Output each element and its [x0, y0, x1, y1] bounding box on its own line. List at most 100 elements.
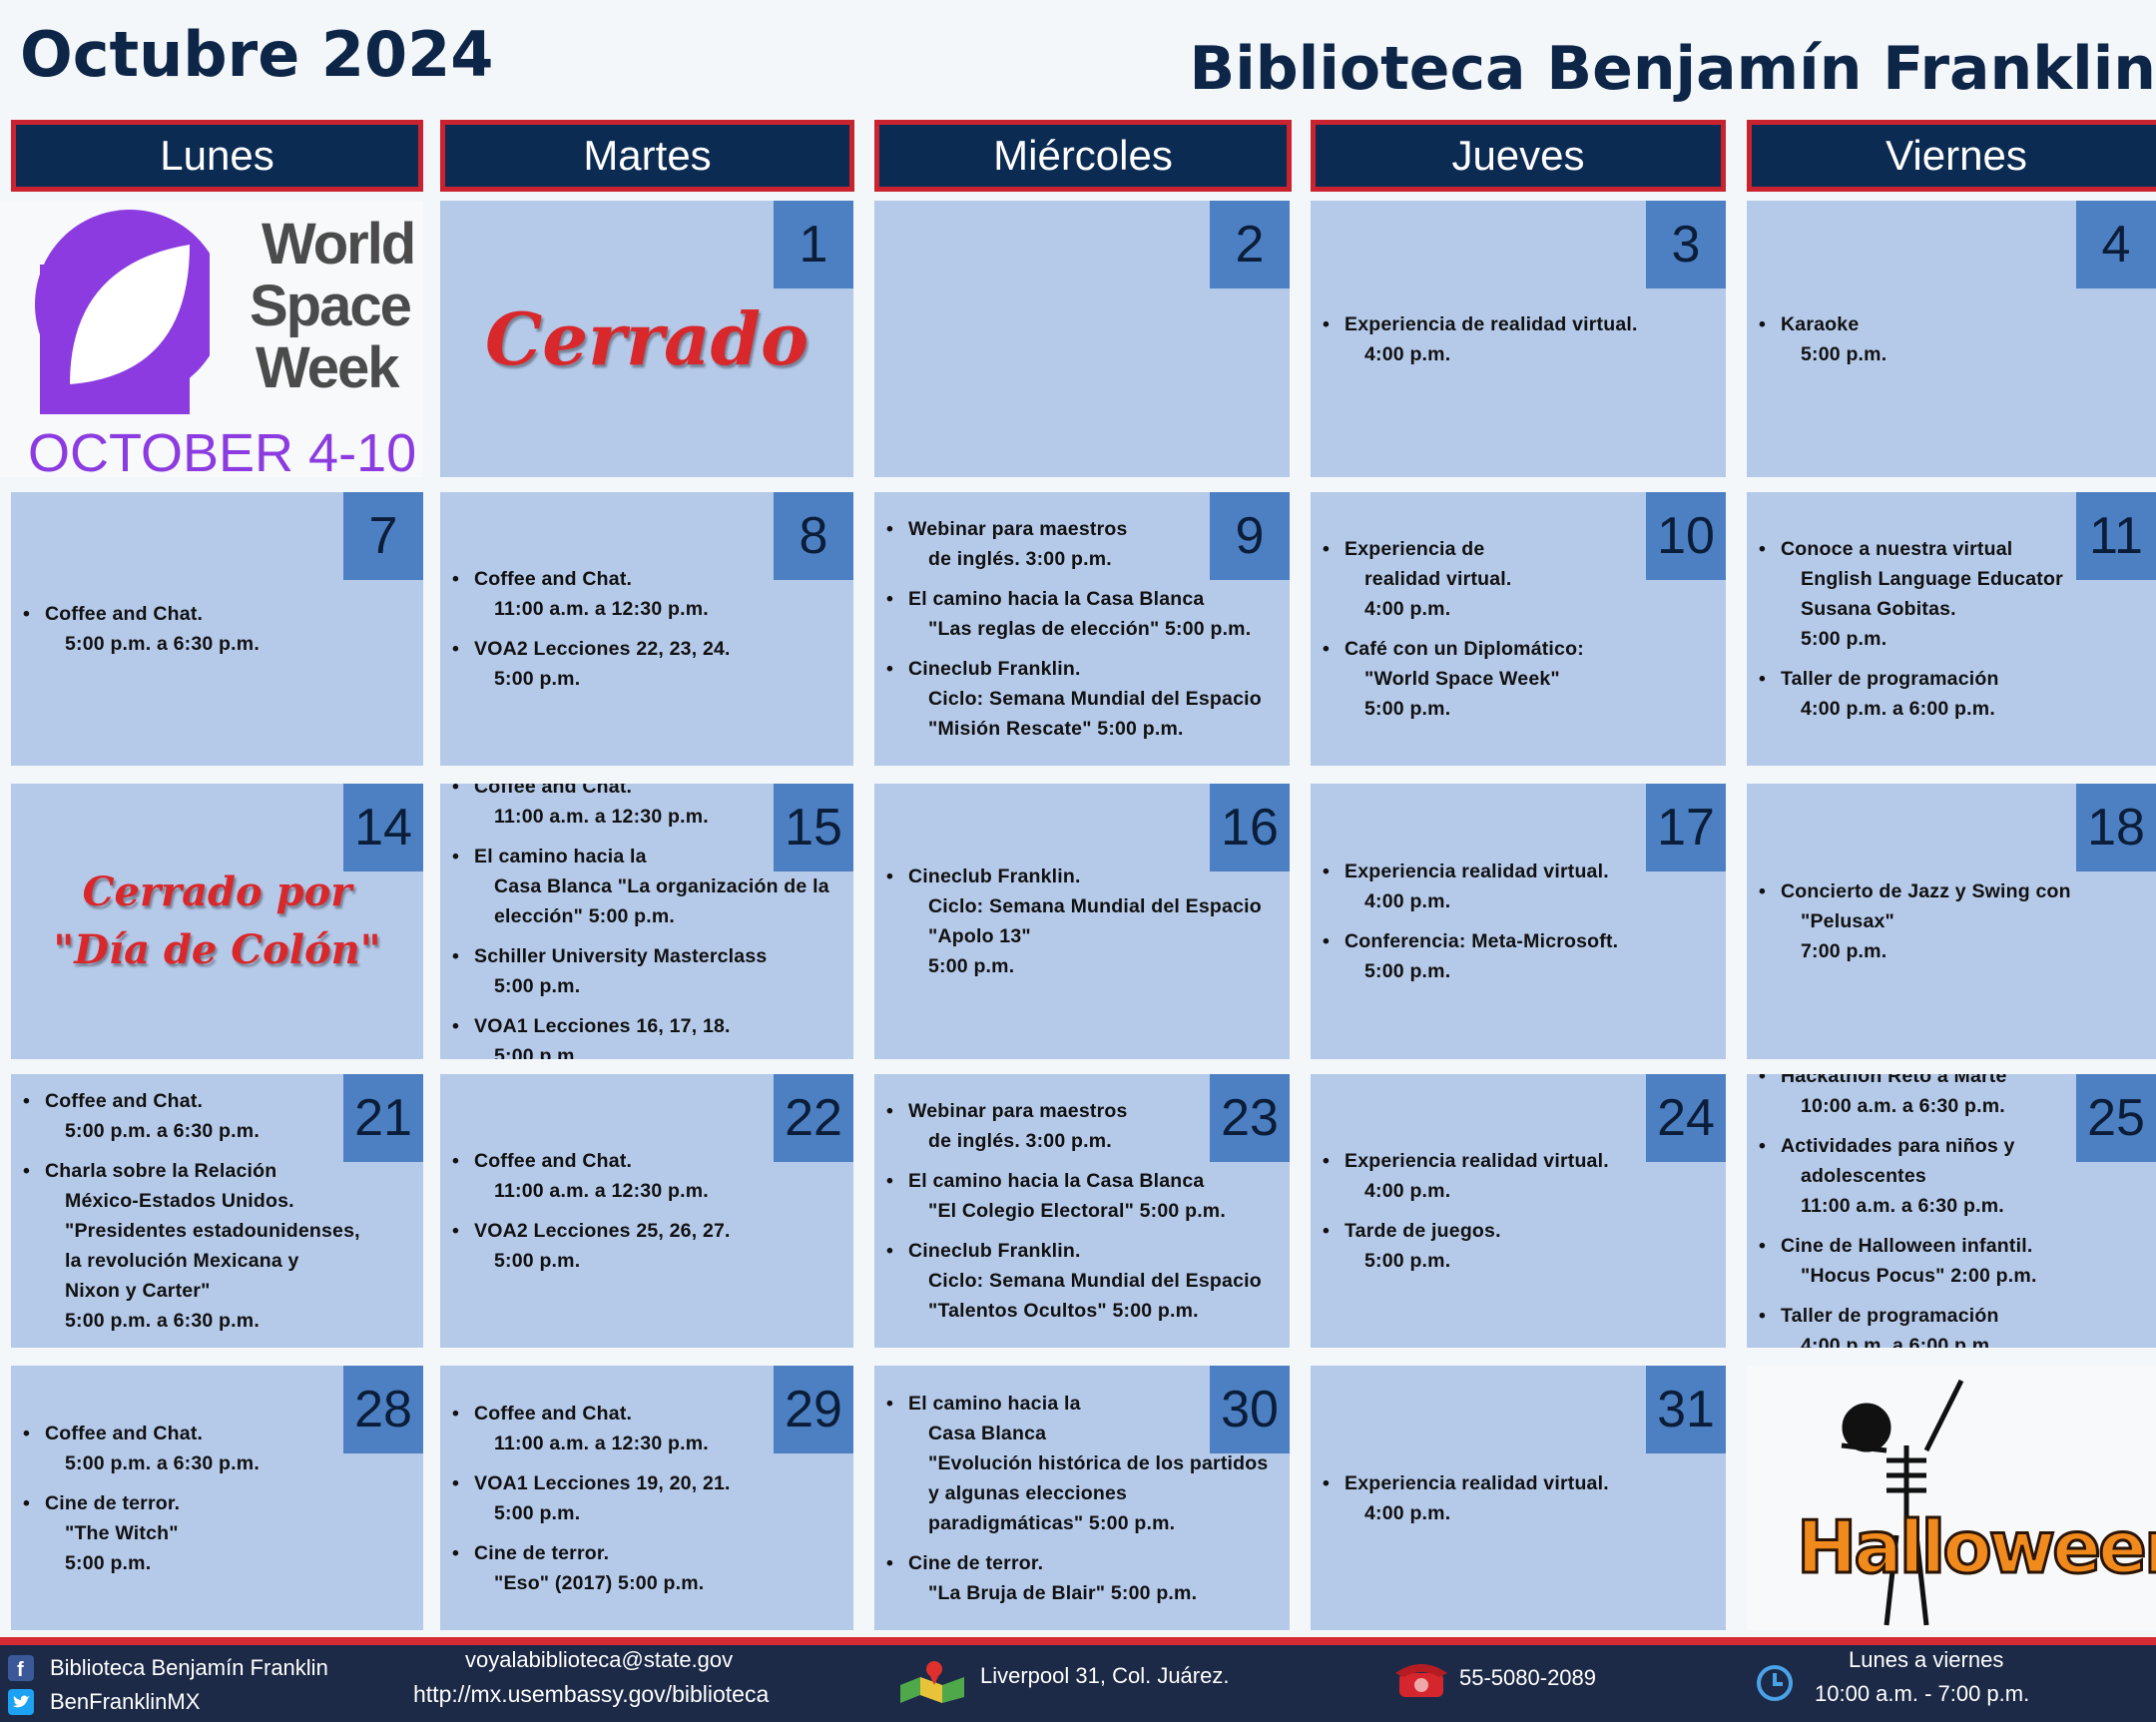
event-line: Conoce a nuestra virtual: [1781, 538, 2013, 560]
event-line: Taller de programación: [1781, 668, 1999, 690]
event-line: 4:00 p.m.: [1364, 1501, 1451, 1524]
event-line: 4:00 p.m. a 6:00 p.m.: [1801, 698, 1995, 720]
event-line: Susana Gobitas.: [1801, 598, 1956, 620]
event: Schiller University Masterclass 5:00 p.m.: [452, 941, 847, 1001]
event-list: Experiencia de realidad virtual. 4:00 p.m…: [1311, 201, 1726, 477]
day-cell: Experiencia realidad virtual. 4:00 p.m. Co…: [1311, 784, 1726, 1059]
day-number: 29: [774, 1366, 853, 1453]
event-list: Karaoke 5:00 p.m.: [1747, 201, 2156, 477]
event: Taller de programación 4:00 p.m. a 6:00 p…: [1759, 664, 2150, 724]
event: Experiencia realidad virtual. 4:00 p.m.: [1323, 1468, 1720, 1528]
day-cell: Coffee and Chat. 5:00 p.m. a 6:30 p.m. 7: [11, 492, 423, 766]
event: Cine de terror. "The Witch" 5:00 p.m.: [23, 1488, 417, 1578]
event-line: Cine de terror.: [45, 1491, 181, 1514]
event-line: Coffee and Chat.: [45, 603, 204, 625]
event-list: El camino hacia la Casa Blanca "Evolución …: [874, 1366, 1290, 1630]
event-list: Coffee and Chat. 11:00 a.m. a 12:30 p.m. V…: [440, 492, 853, 766]
event-line: "The Witch": [65, 1521, 179, 1544]
event-line: Coffee and Chat.: [474, 1150, 633, 1172]
event-line: Webinar para maestros: [908, 1100, 1128, 1122]
event-line: 5:00 p.m.: [1364, 960, 1451, 982]
event-line: "Misión Rescate" 5:00 p.m.: [928, 718, 1184, 740]
event-line: 4:00 p.m.: [1364, 342, 1451, 365]
event-line: VOA2 Lecciones 22, 23, 24.: [474, 638, 731, 660]
event-line: Conferencia: Meta-Microsoft.: [1345, 930, 1619, 952]
event-line: "La Bruja de Blair" 5:00 p.m.: [928, 1581, 1198, 1604]
event: Webinar para maestros de inglés. 3:00 p.m…: [886, 514, 1284, 574]
day-cell: Cerrado 1: [440, 201, 853, 477]
event-line: 10:00 a.m. a 6:30 p.m.: [1801, 1095, 2005, 1117]
event-line: El camino hacia la Casa Blanca: [908, 1170, 1205, 1192]
event-line: "Presidentes estadounidenses,: [65, 1220, 360, 1242]
event-list: Experiencia realidad virtual. 4:00 p.m.: [1311, 1366, 1726, 1630]
event: Karaoke 5:00 p.m.: [1759, 309, 2150, 369]
event-line: English Language Educator: [1801, 568, 2063, 590]
event-list: Coffee and Chat.5:00 p.m. a 6:30 p.m.Cha…: [11, 1074, 423, 1348]
event-line: 4:00 p.m. a 6:00 p.m.: [1801, 1335, 1995, 1348]
day-number: 21: [343, 1074, 423, 1162]
event: Experiencia realidad virtual. 4:00 p.m.: [1323, 857, 1720, 916]
svg-text:f: f: [17, 1659, 24, 1681]
facebook-text: Biblioteca Benjamín Franklin: [50, 1655, 328, 1680]
event-line: "Hocus Pocus" 2:00 p.m.: [1801, 1265, 2037, 1287]
event-line: 5:00 p.m.: [494, 975, 581, 997]
event-line: Coffee and Chat.: [474, 1402, 633, 1425]
event-line: Taller de programación: [1781, 1305, 1999, 1327]
weekday-header: Lunes: [11, 120, 423, 192]
weekday-header: Miércoles: [874, 120, 1292, 192]
email: voyalabiblioteca@state.gov: [465, 1647, 734, 1672]
weekday-header: Martes: [440, 120, 854, 192]
day-number: 14: [343, 784, 423, 871]
day-cell: Coffee and Chat. 11:00 a.m. a 12:30 p.m. V…: [440, 492, 853, 766]
event-list: Webinar para maestros de inglés. 3:00 p.m…: [874, 492, 1290, 766]
footer: f Biblioteca Benjamín Franklin BenFrankl…: [0, 1637, 2156, 1722]
day-number: 3: [1646, 201, 1726, 288]
day-number: 28: [343, 1366, 423, 1453]
event-line: 7:00 p.m.: [1801, 940, 1887, 962]
event-line: 11:00 a.m. a 6:30 p.m.: [1801, 1195, 2004, 1217]
closed-note: Cerrado por "Día de Colón": [11, 784, 423, 1059]
event-line: VOA1 Lecciones 19, 20, 21.: [474, 1471, 731, 1494]
event: Charla sobre la Relación México-Estados U…: [23, 1156, 417, 1336]
day-number: 17: [1646, 784, 1726, 871]
event: VOA1 Lecciones 16, 17, 18. 5:00 p.m.: [452, 1011, 847, 1059]
event: Hackathon Reto a Marte 10:00 a.m. a 6:30 …: [1759, 1074, 2150, 1121]
event-line: 5:00 p.m.: [1364, 698, 1451, 720]
facebook-icon: f: [8, 1655, 34, 1681]
event-line: Café con un Diplomático:: [1345, 638, 1584, 660]
event-list: Hackathon Reto a Marte 10:00 a.m. a 6:30 …: [1747, 1074, 2156, 1348]
skeleton: [1841, 1379, 1964, 1626]
event: Coffee and Chat. 11:00 a.m. a 12:30 p.m.: [452, 1399, 847, 1458]
event-line: Hackathon Reto a Marte: [1781, 1074, 2007, 1087]
event-line: Tarde de juegos.: [1345, 1220, 1501, 1242]
event-line: Coffee and Chat.: [474, 784, 633, 798]
closed-note-line: Cerrado: [485, 295, 808, 381]
twitter-text: BenFranklinMX: [50, 1689, 201, 1714]
address: Liverpool 31, Col. Juárez.: [980, 1663, 1230, 1688]
event-list: Coffee and Chat. 5:00 p.m. a 6:30 p.m.: [11, 492, 423, 766]
event-line: 4:00 p.m.: [1364, 890, 1451, 912]
event: Experiencia realidad virtual. 4:00 p.m.: [1323, 1146, 1720, 1206]
promo-line: World: [262, 212, 416, 277]
event-line: El camino hacia la Casa Blanca: [908, 588, 1205, 610]
day-cell: Coffee and Chat. 11:00 a.m. a 12:30 p.m. E…: [440, 784, 853, 1059]
event-line: adolescentes: [1801, 1165, 1926, 1187]
event: Cine de Halloween infantil. "Hocus Pocus"…: [1759, 1231, 2150, 1291]
event-line: "World Space Week": [1364, 668, 1560, 690]
event: El camino hacia la Casa Blanca "El Colegi…: [886, 1166, 1284, 1226]
event: El camino hacia la Casa Blanca "Evolución …: [886, 1389, 1284, 1538]
day-number: 31: [1646, 1366, 1726, 1453]
event-line: Coffee and Chat.: [45, 1422, 204, 1444]
event: Cineclub Franklin. Ciclo: Semana Mundial …: [886, 654, 1284, 744]
event-list: Coffee and Chat. 11:00 a.m. a 12:30 p.m. E…: [440, 784, 853, 1059]
event-line: Karaoke: [1781, 312, 1860, 335]
event: El camino hacia la Casa Blanca "Las regla…: [886, 584, 1284, 644]
event: Conferencia: Meta-Microsoft. 5:00 p.m.: [1323, 926, 1720, 986]
event-line: 5:00 p.m.: [1801, 628, 1887, 650]
event-line: "Apolo 13": [928, 925, 1031, 947]
event-line: Actividades para niños y: [1781, 1135, 2015, 1157]
event-line: Cine de terror.: [908, 1551, 1044, 1574]
event: Coffee and Chat. 11:00 a.m. a 12:30 p.m.: [452, 1146, 847, 1206]
closed-note-line: "Día de Colón": [53, 926, 381, 973]
